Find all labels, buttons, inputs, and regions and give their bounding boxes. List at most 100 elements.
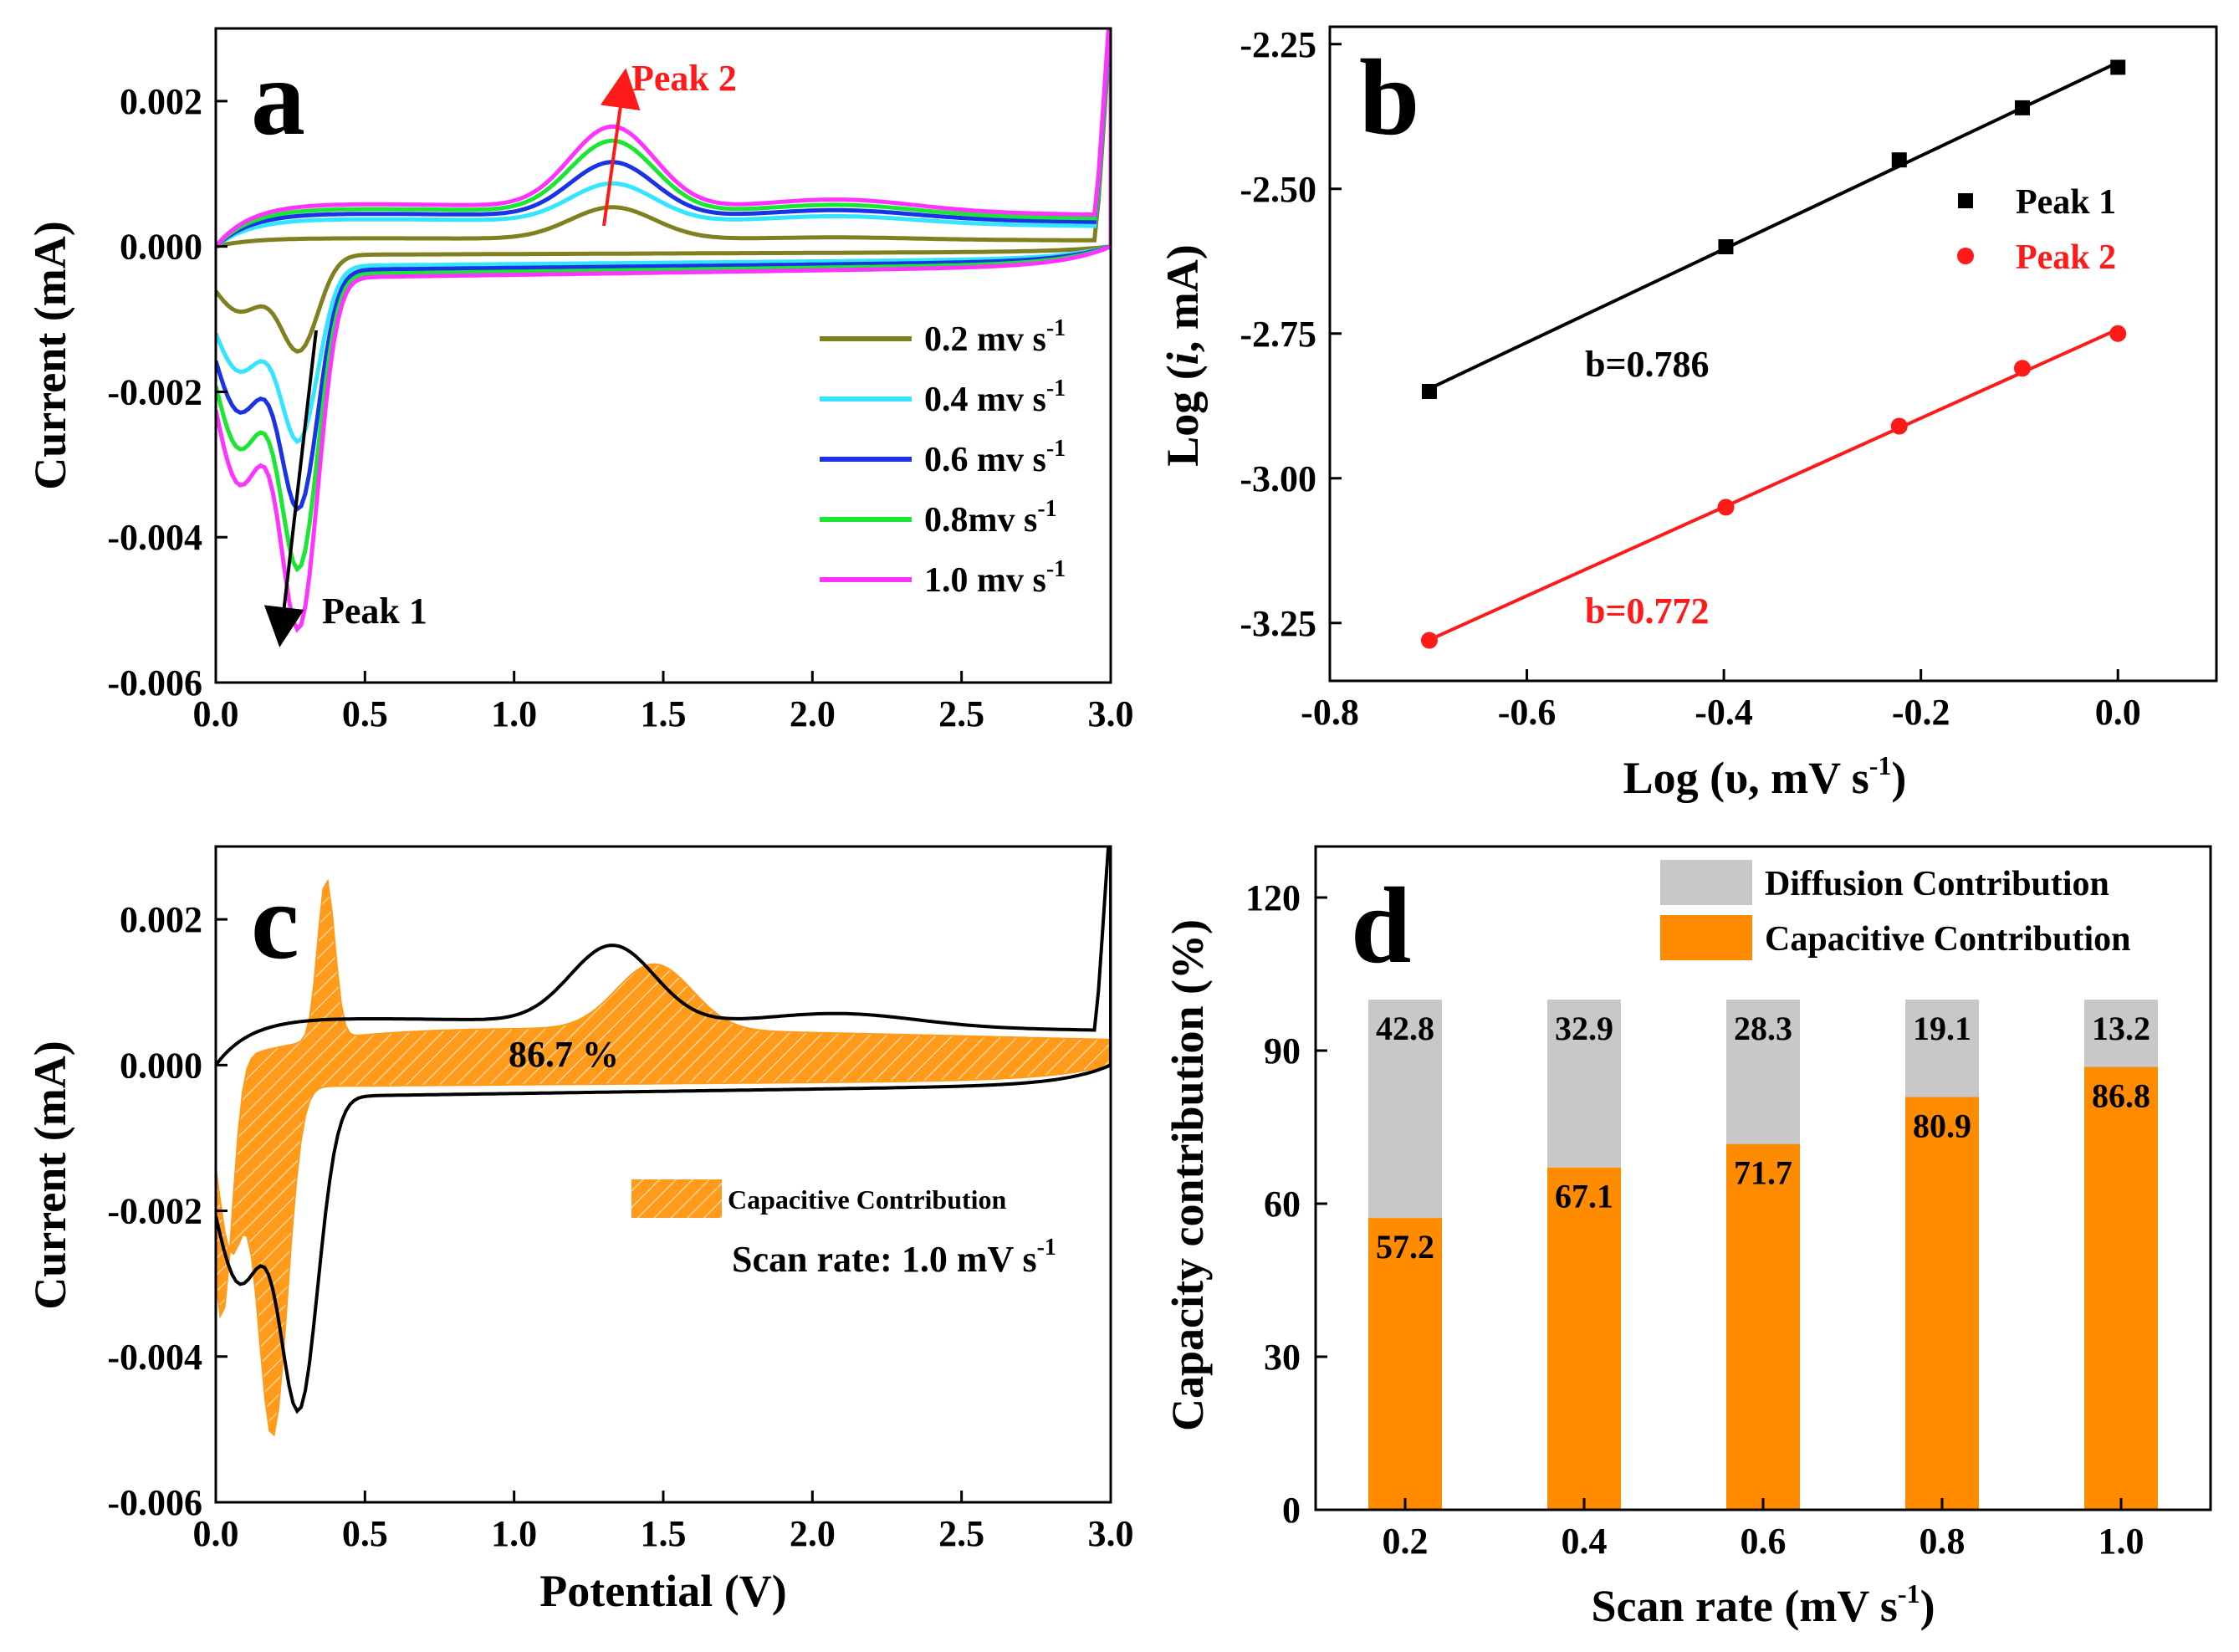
peak1-label: Peak 1 [322,591,427,632]
bar-label-capacitive: 80.9 [1913,1107,1971,1145]
x-tick-label: 0.0 [193,693,239,734]
bar-diffusion [1368,1000,1442,1219]
bar-label-diffusion: 19.1 [1913,1010,1971,1047]
y-tick-label: -2.75 [1240,314,1316,355]
x-tick-label: 0.8 [1920,1521,1966,1562]
y-tick-label: -0.002 [107,371,202,412]
bar-label-diffusion: 42.8 [1376,1010,1434,1047]
panel-b-y-label: Log (i, mA) [1158,244,1208,466]
data-point-square [2110,59,2126,75]
bar-label-capacitive: 67.1 [1555,1178,1613,1215]
bar-diffusion [1905,1000,1979,1097]
capacitive-legend-label: Capacitive Contribution [728,1184,1007,1215]
x-tick-label: 0.6 [1741,1521,1787,1562]
bar-label-capacitive: 71.7 [1734,1154,1792,1192]
cv-curve-1.0-mv-s [216,28,1111,633]
y-tick-label: 0.000 [120,227,202,268]
x-tick-label: 2.5 [938,693,984,734]
legend-label: Capacitive Contribution [1765,920,2131,959]
panel-c-letter: c [251,862,299,982]
panel-c-y-label: Current (mA) [25,1041,75,1309]
x-tick-label: 3.0 [1088,693,1134,734]
legend-swatch [1660,915,1752,960]
data-point-circle [1420,632,1438,649]
bar-diffusion [2084,1000,2158,1067]
bar-label-diffusion: 32.9 [1555,1010,1613,1047]
data-point-square [2014,100,2030,115]
x-tick-label: 2.0 [790,693,836,734]
y-tick-label: 120 [1245,877,1301,918]
cv-curve-0.8mv-s [216,28,1111,573]
y-tick-label: 0.000 [120,1045,202,1086]
panel-b-letter: b [1359,38,1419,158]
legend-label: Peak 1 [2016,183,2116,222]
panel-b-log-fit: -0.8 -0.6 -0.4 -0.2 0.0 -3.25 -3.00 -2.75 -2.50 -… [1158,24,2218,803]
x-tick-label: 1.0 [491,1513,537,1554]
legend-label: Diffusion Contribution [1765,865,2109,903]
y-tick-label: 0 [1282,1490,1301,1531]
y-tick-label: -2.50 [1240,169,1316,210]
y-tick-label: 60 [1264,1184,1301,1225]
data-point-circle [1717,499,1735,516]
data-point-square [1421,383,1437,399]
y-tick-label: 30 [1264,1337,1301,1378]
legend-marker-circle [1957,248,1974,264]
x-tick-label: 1.5 [641,1513,687,1554]
x-tick-label: -0.6 [1498,692,1557,733]
bar-label-capacitive: 86.8 [2092,1077,2150,1115]
panel-b-frame [1328,25,2218,683]
panel-c-x-label: Potential (V) [539,1566,786,1616]
fit-line-Peak-1 [1429,60,2119,391]
panel-d-letter: d [1351,866,1411,986]
y-tick-label: -0.006 [107,662,202,703]
data-point-circle [2109,325,2127,342]
y-tick-label: -0.006 [107,1482,202,1523]
x-tick-label: 1.0 [491,693,537,734]
panel-c-capacitive-area: 0.0 0.5 1.0 1.5 2.0 2.5 3.0 -0.006 -0.004 -0.002 0… [25,845,1134,1616]
legend-marker-square [1958,193,1973,208]
panel-a-cv-curves: 0.0 0.5 1.0 1.5 2.0 2.5 3.0 -0.006 -0.004 -0.002 0… [25,27,1134,734]
y-tick-label: 0.002 [120,81,202,122]
x-tick-label: 0.2 [1383,1521,1429,1562]
legend-swatch [1660,860,1752,905]
data-point-circle [2013,360,2031,377]
cv-curve-0.6-mv-s [216,28,1111,513]
y-tick-label: -3.25 [1240,603,1316,644]
capacitive-percent-label: 86.7 % [509,1034,619,1075]
x-tick-label: 1.0 [2098,1521,2144,1562]
bar-capacitive [1905,1097,1979,1510]
legend-label: 0.6 mv s-1 [924,436,1066,479]
y-tick-label: -2.25 [1240,24,1316,65]
legend-label: 1.0 mv s-1 [924,556,1066,600]
fit-label-peak1: b=0.786 [1585,344,1710,385]
bar-diffusion [1547,1000,1621,1168]
y-tick-label: -3.00 [1240,458,1316,499]
fit-label-peak2: b=0.772 [1585,591,1710,632]
y-tick-label: -0.004 [107,517,202,558]
peak2-label: Peak 2 [631,58,737,99]
cv-curve-total [216,846,1111,1414]
bar-capacitive [1726,1143,1800,1510]
x-tick-label: 2.5 [938,1513,984,1554]
panel-d-y-label: Capacity contribution (%) [1163,919,1213,1431]
scan-rate-note: Scan rate: 1.0 mV s-1 [732,1235,1056,1280]
bar-label-capacitive: 57.2 [1376,1228,1434,1266]
y-tick-label: 0.002 [120,899,202,940]
data-point-square [1718,238,1734,254]
legend-label: 0.2 mv s-1 [924,315,1066,359]
legend-label: 0.4 mv s-1 [924,376,1066,419]
panel-d-x-label: Scan rate (mV s-1) [1591,1578,1935,1631]
x-tick-label: -0.2 [1892,692,1950,733]
panel-a-letter: a [251,38,305,158]
data-point-circle [1890,417,1908,435]
x-tick-label: 3.0 [1088,1513,1134,1554]
x-tick-label: -0.4 [1695,692,1753,733]
peak1-arrow [263,330,318,647]
capacitive-legend-swatch [631,1179,722,1218]
cv-curve-0.2-mv-s [216,28,1111,355]
cv-curve-0.4-mv-s [216,28,1111,444]
data-point-square [1891,152,1907,168]
legend-label: 0.8mv s-1 [924,496,1057,540]
y-tick-label: -0.002 [107,1191,202,1232]
